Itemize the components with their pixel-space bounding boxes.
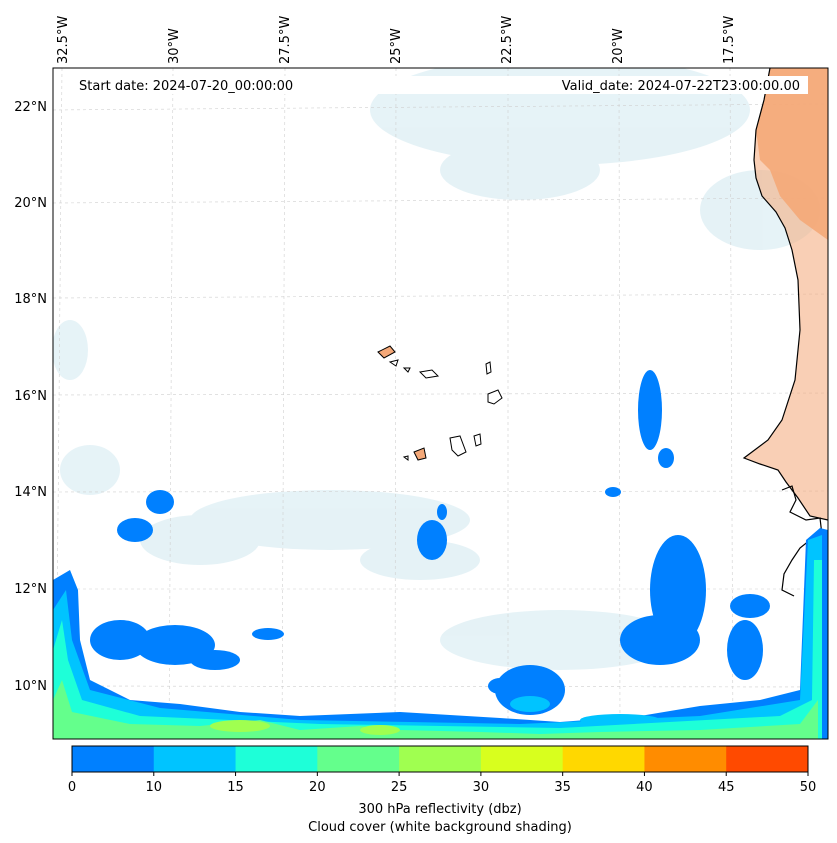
colorbar-segment xyxy=(726,746,809,772)
colorbar-tick-label: 10 xyxy=(146,780,163,795)
cape-verde-islands xyxy=(377,345,503,461)
lon-label-20w: 20°W xyxy=(611,28,626,64)
map-frame xyxy=(52,67,829,740)
lat-label-20n: 20°N xyxy=(14,196,47,211)
lon-label-27-5w: 27.5°W xyxy=(278,16,293,64)
reflectivity-contours xyxy=(53,370,828,739)
colorbar-tick-label: 25 xyxy=(391,780,408,795)
longitude-labels: 32.5°W 30°W 27.5°W 25°W 22.5°W 20°W 17.5… xyxy=(56,16,737,64)
info-banner xyxy=(70,76,808,94)
colorbar: 0 10 15 20 25 30 35 40 45 50 300 hPa reflectivity… xyxy=(68,745,816,835)
colorbar-segment xyxy=(235,746,318,772)
colorbar-tick-label: 45 xyxy=(718,780,735,795)
latitude-labels: 22°N 20°N 18°N 16°N 14°N 12°N 10°N xyxy=(14,100,47,694)
colorbar-tick-label: 20 xyxy=(309,780,326,795)
lat-label-12n: 12°N xyxy=(14,582,47,597)
start-date-label: Start date: 2024-07-20_00:00:00 xyxy=(79,79,293,94)
colorbar-ticks: 0 10 15 20 25 30 35 40 45 50 xyxy=(68,772,816,795)
lat-label-18n: 18°N xyxy=(14,292,47,307)
colorbar-tick-label: 50 xyxy=(800,780,817,795)
colorbar-segment xyxy=(644,746,727,772)
colorbar-label-line2: Cloud cover (white background shading) xyxy=(308,820,572,835)
colorbar-segment xyxy=(480,746,564,772)
lat-label-22n: 22°N xyxy=(14,100,47,115)
africa-coastline xyxy=(742,68,828,521)
africa-landmass-north xyxy=(756,68,828,240)
lon-label-30w: 30°W xyxy=(167,28,182,64)
colorbar-tick-label: 0 xyxy=(68,780,76,795)
lon-label-22-5w: 22.5°W xyxy=(500,16,515,64)
colorbar-segments xyxy=(72,746,809,772)
colorbar-segment xyxy=(562,746,645,772)
lon-label-25w: 25°W xyxy=(389,28,404,64)
colorbar-segment xyxy=(153,746,237,772)
colorbar-tick-label: 15 xyxy=(227,780,244,795)
colorbar-segment xyxy=(317,746,400,772)
lat-label-16n: 16°N xyxy=(14,389,47,404)
valid-date-label: Valid_date: 2024-07-22T23:00:00.00 xyxy=(562,79,800,94)
colorbar-tick-label: 35 xyxy=(554,780,571,795)
colorbar-segment xyxy=(72,746,155,772)
map-panel xyxy=(53,68,828,739)
lon-label-32-5w: 32.5°W xyxy=(56,16,71,64)
colorbar-segment xyxy=(399,746,482,772)
lat-label-14n: 14°N xyxy=(14,485,47,500)
colorbar-label-line1: 300 hPa reflectivity (dbz) xyxy=(358,802,521,817)
cloud-cover-shading xyxy=(53,68,820,670)
colorbar-frame xyxy=(71,745,809,773)
lon-label-17-5w: 17.5°W xyxy=(722,16,737,64)
lat-label-10n: 10°N xyxy=(14,679,47,694)
colorbar-tick-label: 40 xyxy=(636,780,653,795)
colorbar-tick-label: 30 xyxy=(473,780,490,795)
